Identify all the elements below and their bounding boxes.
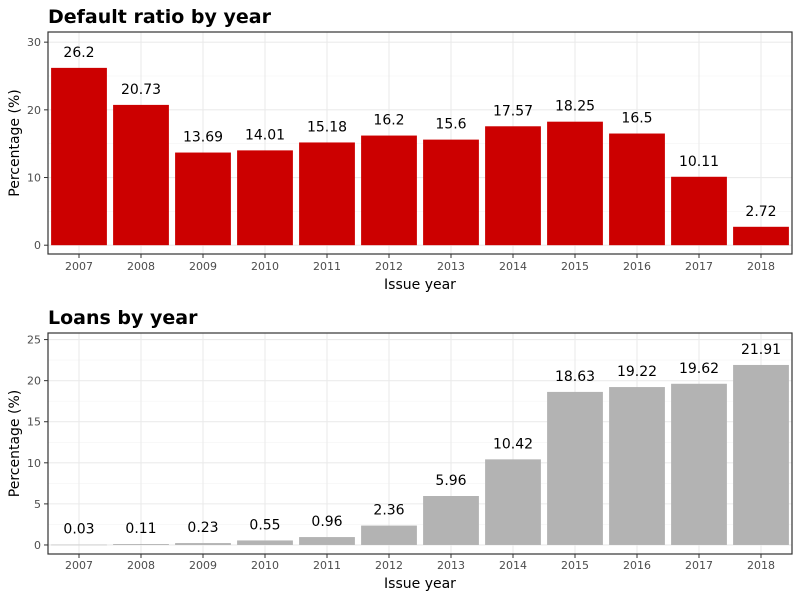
x-tick-label: 2017	[685, 260, 713, 273]
data-label-2012: 16.2	[373, 113, 404, 129]
x-tick-label: 2017	[685, 559, 713, 572]
y-tick-label: 10	[27, 457, 41, 470]
data-label-2008: 0.11	[125, 521, 156, 537]
x-tick-label: 2014	[499, 559, 527, 572]
data-label-2013: 5.96	[435, 473, 466, 489]
x-tick-label: 2016	[623, 260, 651, 273]
x-tick-label: 2018	[747, 559, 775, 572]
bar-2010	[237, 540, 293, 545]
y-tick-label: 30	[27, 36, 41, 49]
bar-2015	[547, 121, 603, 246]
data-label-2007: 0.03	[63, 522, 94, 538]
y-axis-title: Percentage (%)	[7, 89, 23, 196]
x-tick-label: 2007	[65, 559, 93, 572]
x-tick-label: 2008	[127, 260, 155, 273]
x-tick-label: 2013	[437, 559, 465, 572]
data-label-2009: 0.23	[187, 520, 218, 536]
chart-default-ratio: Default ratio by year 26.2 20.73 13.69 14.01…	[7, 6, 793, 293]
bar-2007	[51, 544, 107, 546]
x-tick-label: 2018	[747, 260, 775, 273]
panel-border	[47, 31, 793, 255]
x-tick-label: 2011	[313, 559, 341, 572]
bar-2011	[299, 142, 355, 246]
x-tick-label: 2015	[561, 559, 589, 572]
bar-2018	[733, 226, 789, 246]
data-label-2016: 16.5	[621, 111, 652, 127]
bar-2016	[609, 133, 665, 246]
bar-2015	[547, 391, 603, 545]
x-tick-label: 2016	[623, 559, 651, 572]
y-tick-label: 25	[27, 334, 41, 347]
x-tick-label: 2007	[65, 260, 93, 273]
bar-2013	[423, 139, 479, 246]
y-tick-label: 0	[34, 539, 41, 552]
x-tick-label: 2009	[189, 260, 217, 273]
bar-2014	[485, 126, 541, 246]
bar-2007	[51, 67, 107, 246]
data-label-2010: 0.55	[249, 517, 280, 533]
data-label-2014: 10.42	[493, 436, 533, 452]
x-tick-label: 2012	[375, 260, 403, 273]
data-label-2013: 15.6	[435, 117, 466, 133]
y-tick-label: 0	[34, 239, 41, 252]
chart-loans: Loans by year 0.03 0.11 0.23 0.55 0.96 2.36 5.9…	[7, 307, 793, 592]
x-tick-label: 2008	[127, 559, 155, 572]
bar-2014	[485, 459, 541, 545]
bar-2008	[113, 104, 169, 246]
data-label-2015: 18.25	[555, 99, 595, 115]
data-label-2011: 0.96	[311, 514, 342, 530]
data-label-2018: 21.91	[741, 342, 781, 358]
y-tick-label: 15	[27, 416, 41, 429]
data-label-2017: 19.62	[679, 361, 719, 377]
y-tick-label: 10	[27, 172, 41, 185]
x-axis-title: Issue year	[384, 576, 456, 592]
bar-2012	[361, 135, 417, 246]
x-tick-label: 2010	[251, 559, 279, 572]
bar-2018	[733, 364, 789, 545]
bar-2013	[423, 495, 479, 545]
data-label-2009: 13.69	[183, 130, 223, 146]
bar-2009	[175, 543, 231, 545]
data-label-2011: 15.18	[307, 119, 347, 135]
data-label-2014: 17.57	[493, 103, 533, 119]
bar-2017	[671, 176, 727, 246]
x-tick-label: 2009	[189, 559, 217, 572]
y-tick-label: 20	[27, 375, 41, 388]
data-label-2007: 26.2	[63, 45, 94, 61]
bar-2017	[671, 383, 727, 545]
data-label-2008: 20.73	[121, 82, 161, 98]
bar-2010	[237, 150, 293, 246]
x-tick-label: 2010	[251, 260, 279, 273]
panel-border	[47, 332, 793, 555]
x-tick-label: 2015	[561, 260, 589, 273]
chart-title: Loans by year	[48, 307, 198, 329]
x-tick-label: 2012	[375, 559, 403, 572]
x-axis-title: Issue year	[384, 277, 456, 293]
y-axis-title: Percentage (%)	[7, 390, 23, 497]
data-label-2017: 10.11	[679, 154, 719, 170]
bar-2012	[361, 525, 417, 545]
x-tick-label: 2013	[437, 260, 465, 273]
x-tick-label: 2011	[313, 260, 341, 273]
bar-2011	[299, 537, 355, 545]
bar-2016	[609, 387, 665, 545]
data-label-2010: 14.01	[245, 127, 285, 143]
bar-2008	[113, 544, 169, 545]
bar-2009	[175, 152, 231, 246]
x-tick-label: 2014	[499, 260, 527, 273]
data-label-2016: 19.22	[617, 364, 657, 380]
data-label-2012: 2.36	[373, 503, 404, 519]
chart-title: Default ratio by year	[48, 6, 272, 28]
data-label-2018: 2.72	[745, 204, 776, 220]
y-tick-label: 5	[34, 498, 41, 511]
data-label-2015: 18.63	[555, 369, 595, 385]
y-tick-label: 20	[27, 104, 41, 117]
